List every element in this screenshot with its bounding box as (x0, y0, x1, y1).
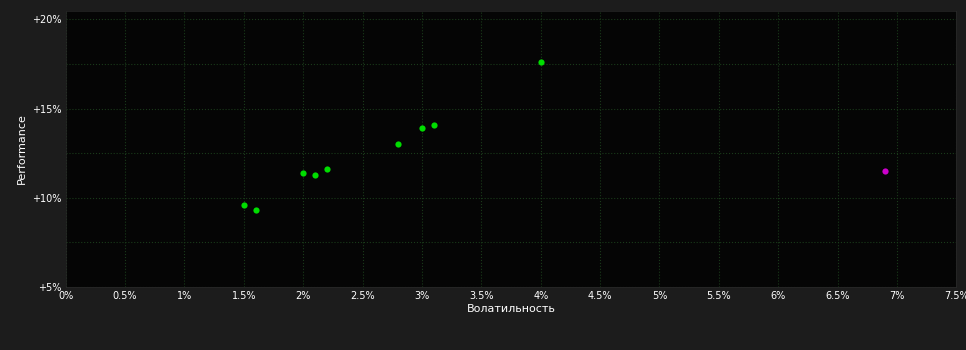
Point (426, 122, 441, 127)
Point (390, 141, 406, 147)
Point (296, 170, 311, 176)
Point (319, 167, 334, 172)
Point (414, 125, 430, 131)
Point (877, 168, 893, 174)
Point (533, 60, 549, 65)
X-axis label: Волатильность: Волатильность (467, 304, 555, 314)
Point (307, 172, 323, 177)
Point (248, 208, 264, 213)
Y-axis label: Performance: Performance (16, 113, 26, 184)
Point (236, 202, 251, 208)
